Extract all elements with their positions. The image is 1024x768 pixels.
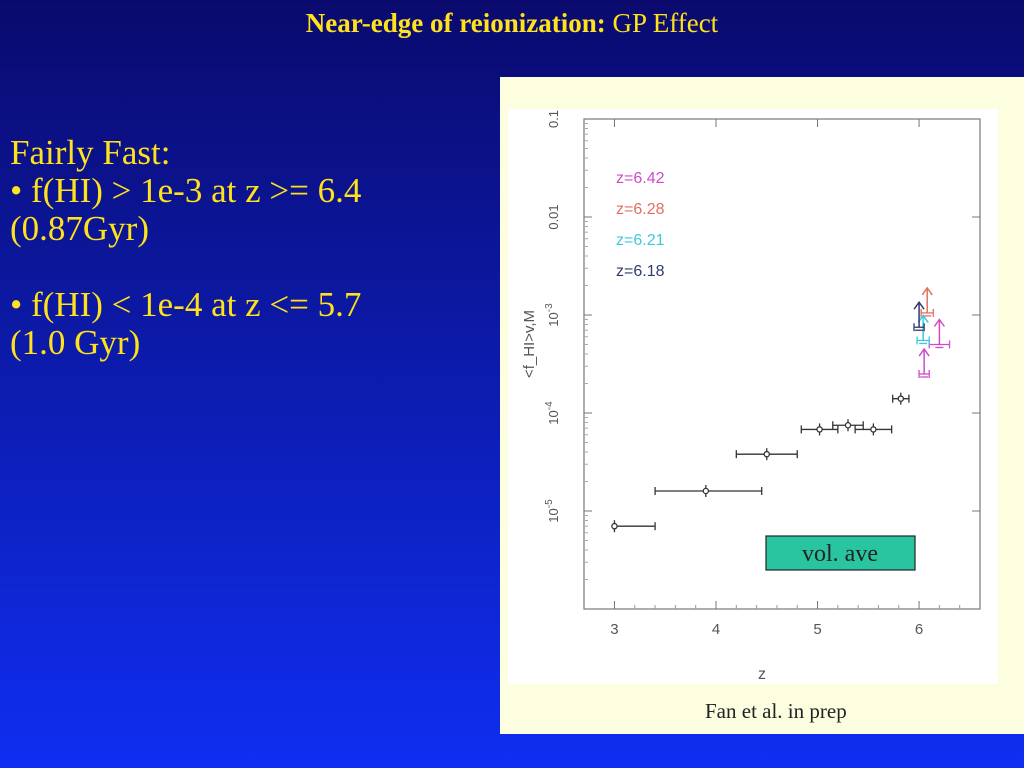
slide-title-bold: Near-edge of reionization: — [305, 8, 606, 38]
legend-entry: z=6.28 — [616, 201, 665, 218]
bullet-1-note: (0.87Gyr) — [10, 209, 149, 248]
y-tick-label: 0.01 — [546, 204, 561, 229]
slide-title: Near-edge of reionization: GP Effect — [0, 8, 1024, 39]
vol-ave-label: vol. ave — [802, 541, 878, 567]
plot-frame — [583, 118, 981, 610]
point-marker — [702, 487, 710, 495]
x-axis-label: z — [758, 666, 766, 683]
point-marker — [870, 426, 877, 433]
point-marker — [844, 421, 852, 429]
x-tick-label: 6 — [915, 621, 923, 638]
data-point — [832, 419, 864, 432]
bullet-text: Fairly Fast: • f(HI) > 1e-3 at z >= 6.4 … — [10, 134, 490, 362]
x-tick-label: 3 — [610, 621, 618, 638]
vol-ave-box — [765, 535, 916, 571]
data-point — [892, 392, 910, 405]
limit-arrow-head — [918, 347, 930, 357]
legend-entry: z=6.42 — [616, 170, 665, 187]
data-point — [735, 448, 798, 461]
hi-fraction-chart: 3 4 5 610-510-410-30.010.1z<f_HI>v,Mz=6.42z… — [508, 109, 998, 684]
data-point — [928, 318, 951, 349]
slide-title-rest: GP Effect — [612, 8, 719, 38]
data-point — [611, 520, 656, 533]
data-point — [800, 423, 839, 436]
limit-arrow-head — [933, 318, 945, 327]
data-point — [854, 423, 893, 436]
data-point — [916, 314, 930, 345]
bullet-1: • f(HI) > 1e-3 at z >= 6.4 — [10, 171, 362, 210]
point-marker — [763, 450, 771, 458]
plot-backdrop — [508, 109, 998, 684]
y-tick-label: 0.1 — [546, 110, 561, 128]
legend-entry: z=6.18 — [616, 263, 665, 280]
x-tick-label: 5 — [813, 621, 821, 638]
legend-entry: z=6.21 — [616, 232, 665, 249]
data-point — [918, 347, 930, 379]
figure-caption: Fan et al. in prep — [705, 699, 847, 723]
bullet-2: • f(HI) < 1e-4 at z <= 5.7 — [10, 285, 362, 324]
figure-panel: 3 4 5 6 10-5 10-4 10-3 0.01 0.1 z <f_HI>v,M z=6.42 z… — [500, 77, 1024, 734]
data-point — [920, 286, 934, 317]
point-marker — [897, 395, 905, 402]
point-marker — [611, 522, 618, 530]
data-point — [654, 484, 763, 497]
data-point — [913, 300, 925, 332]
heading-line: Fairly Fast: — [10, 133, 171, 172]
limit-arrow-head — [913, 300, 925, 310]
y-axis-label: <f_HI>v,M — [521, 310, 538, 378]
point-marker — [816, 426, 823, 433]
limit-arrow-head — [921, 286, 933, 296]
x-tick-label: 4 — [712, 621, 720, 638]
bullet-2-note: (1.0 Gyr) — [10, 323, 141, 362]
